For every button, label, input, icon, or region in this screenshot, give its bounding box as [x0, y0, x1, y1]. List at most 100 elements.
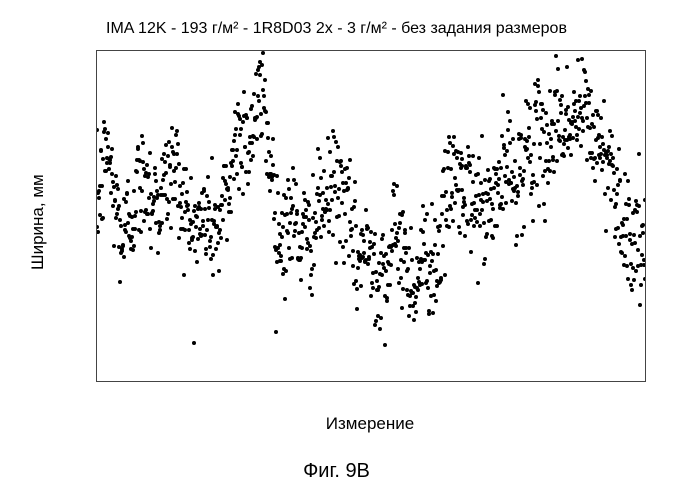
data-point	[124, 200, 128, 204]
data-point	[640, 253, 644, 257]
data-point	[531, 173, 535, 177]
data-point	[231, 159, 235, 163]
data-point	[414, 310, 418, 314]
data-point	[96, 225, 99, 229]
data-point	[449, 167, 453, 171]
data-point	[584, 79, 588, 83]
data-point	[348, 220, 352, 224]
data-point	[634, 269, 638, 273]
data-point	[506, 110, 510, 114]
data-point	[459, 151, 463, 155]
data-point	[549, 137, 553, 141]
data-point	[247, 170, 251, 174]
data-point	[148, 227, 152, 231]
data-point	[313, 211, 317, 215]
data-point	[149, 246, 153, 250]
data-point	[218, 228, 222, 232]
data-point	[237, 187, 241, 191]
data-point	[598, 156, 602, 160]
data-point	[302, 191, 306, 195]
data-point	[189, 176, 193, 180]
data-point	[110, 147, 114, 151]
data-point	[230, 164, 234, 168]
data-point	[226, 186, 230, 190]
data-point	[630, 288, 634, 292]
data-point	[250, 141, 254, 145]
data-point	[260, 132, 264, 136]
data-point	[109, 191, 113, 195]
data-point	[97, 189, 101, 193]
data-point	[635, 210, 639, 214]
data-point	[120, 249, 124, 253]
data-point	[520, 233, 524, 237]
data-point	[522, 169, 526, 173]
data-point	[501, 93, 505, 97]
data-point	[536, 84, 540, 88]
data-point	[412, 318, 416, 322]
data-point	[153, 166, 157, 170]
data-point	[223, 198, 227, 202]
data-point	[428, 264, 432, 268]
data-point	[535, 183, 539, 187]
data-point	[174, 133, 178, 137]
data-point	[518, 166, 522, 170]
data-point	[603, 192, 607, 196]
data-point	[292, 234, 296, 238]
data-point	[641, 231, 645, 235]
data-point	[503, 153, 507, 157]
data-point	[537, 90, 541, 94]
data-point	[425, 279, 429, 283]
data-point	[390, 249, 394, 253]
data-point	[148, 151, 152, 155]
data-point	[340, 201, 344, 205]
data-point	[516, 194, 520, 198]
data-point	[489, 218, 493, 222]
data-point	[440, 212, 444, 216]
x-tick-mark	[486, 381, 488, 382]
data-point	[451, 144, 455, 148]
data-point	[121, 244, 125, 248]
data-point	[380, 273, 384, 277]
data-point	[430, 202, 434, 206]
data-point	[308, 286, 312, 290]
data-point	[378, 327, 382, 331]
data-point	[575, 138, 579, 142]
data-point	[166, 154, 170, 158]
data-point	[590, 151, 594, 155]
data-point	[336, 196, 340, 200]
data-point	[173, 197, 177, 201]
data-point	[545, 141, 549, 145]
data-point	[521, 183, 525, 187]
data-point	[218, 208, 222, 212]
data-point	[124, 230, 128, 234]
data-point	[591, 166, 595, 170]
data-point	[180, 216, 184, 220]
data-point	[118, 280, 122, 284]
data-point	[423, 258, 427, 262]
data-point	[494, 172, 498, 176]
data-point	[339, 159, 343, 163]
data-point	[156, 251, 160, 255]
data-point	[332, 170, 336, 174]
data-point	[591, 113, 595, 117]
data-point	[552, 170, 556, 174]
data-point	[455, 156, 459, 160]
data-point	[106, 131, 110, 135]
data-point	[295, 212, 299, 216]
data-point	[336, 145, 340, 149]
data-point	[585, 116, 589, 120]
data-point	[601, 160, 605, 164]
data-point	[225, 238, 229, 242]
data-point	[400, 306, 404, 310]
data-point	[566, 105, 570, 109]
data-point	[272, 217, 276, 221]
data-point	[542, 202, 546, 206]
data-point	[617, 147, 621, 151]
data-point	[169, 226, 173, 230]
data-point	[636, 248, 640, 252]
data-point	[195, 260, 199, 264]
data-point	[548, 169, 552, 173]
data-point	[615, 192, 619, 196]
data-point	[637, 152, 641, 156]
data-point	[375, 279, 379, 283]
